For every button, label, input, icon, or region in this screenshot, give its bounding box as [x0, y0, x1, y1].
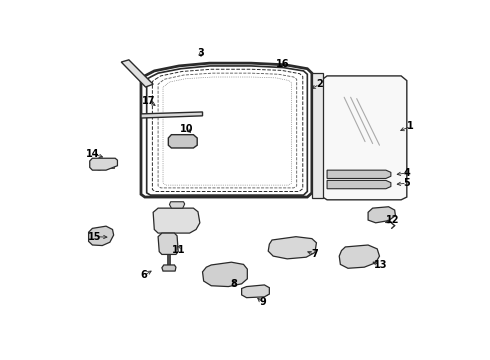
Circle shape	[216, 269, 235, 283]
Bar	[264, 287, 267, 296]
Polygon shape	[169, 135, 197, 148]
Text: 6: 6	[141, 270, 147, 280]
Polygon shape	[162, 265, 176, 271]
Text: 15: 15	[88, 232, 101, 242]
Circle shape	[165, 241, 172, 246]
Polygon shape	[153, 208, 200, 233]
Text: 16: 16	[275, 59, 289, 69]
Polygon shape	[90, 158, 118, 170]
Polygon shape	[368, 207, 395, 223]
Polygon shape	[312, 73, 323, 198]
Text: 4: 4	[403, 168, 410, 178]
Polygon shape	[89, 226, 114, 246]
Text: 2: 2	[316, 79, 323, 89]
Polygon shape	[268, 237, 317, 259]
Text: 10: 10	[180, 124, 194, 134]
Text: 12: 12	[386, 215, 399, 225]
Circle shape	[221, 273, 229, 278]
Circle shape	[290, 245, 297, 251]
Text: 11: 11	[172, 245, 186, 255]
Text: 8: 8	[231, 279, 238, 289]
Polygon shape	[170, 202, 185, 208]
Circle shape	[350, 251, 367, 263]
Text: 9: 9	[259, 297, 266, 307]
Polygon shape	[121, 60, 153, 87]
Circle shape	[285, 242, 302, 254]
Polygon shape	[202, 262, 247, 287]
Polygon shape	[158, 233, 178, 255]
Text: 3: 3	[197, 48, 204, 58]
Circle shape	[92, 235, 102, 243]
Text: 5: 5	[403, 178, 410, 188]
Bar	[106, 159, 115, 168]
Text: 17: 17	[142, 96, 155, 106]
Bar	[245, 287, 248, 296]
Bar	[254, 287, 258, 296]
Polygon shape	[141, 112, 202, 118]
Polygon shape	[327, 180, 391, 189]
Circle shape	[95, 163, 104, 170]
Circle shape	[355, 255, 362, 260]
Bar	[250, 287, 253, 296]
Text: 1: 1	[407, 121, 414, 131]
Circle shape	[376, 211, 386, 219]
Text: 13: 13	[373, 260, 387, 270]
Bar	[259, 287, 262, 296]
Polygon shape	[339, 245, 379, 268]
Polygon shape	[322, 76, 407, 200]
Text: 14: 14	[86, 149, 99, 158]
Polygon shape	[327, 170, 391, 179]
Text: 7: 7	[312, 249, 318, 260]
Circle shape	[162, 238, 175, 248]
Polygon shape	[242, 285, 270, 298]
